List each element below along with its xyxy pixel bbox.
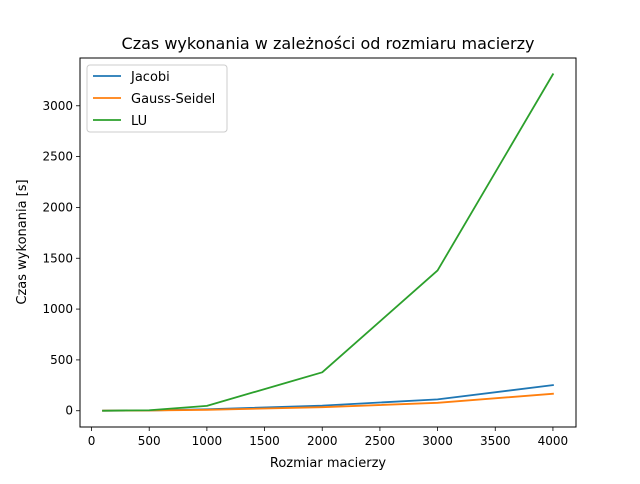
y-tick-label: 500 — [50, 353, 73, 367]
y-tick-label: 3000 — [42, 99, 73, 113]
legend-label: LU — [131, 114, 147, 129]
legend-box — [86, 64, 228, 133]
legend-label: Jacobi — [130, 70, 170, 85]
y-tick-label: 1500 — [42, 251, 73, 265]
legend-label: Gauss-Seidel — [131, 92, 215, 107]
x-axis-label: Rozmiar macierzy — [270, 456, 387, 471]
x-tick-label: 3500 — [480, 434, 511, 448]
y-tick-label: 1000 — [42, 302, 73, 316]
legend: Jacobi Gauss-Seidel LU — [86, 64, 228, 133]
ticks-layer: 0 500 1000 1500 2000 2500 3000 3500 4000 0 500 1000… — [42, 99, 568, 448]
x-tick-label: 500 — [138, 434, 161, 448]
x-tick-label: 1000 — [192, 434, 223, 448]
plot-frame — [79, 57, 577, 428]
y-tick-label: 0 — [65, 404, 73, 418]
chart-title: Czas wykonania w zależności od rozmiaru … — [122, 34, 535, 53]
y-axis-label: Czas wykonania [s] — [15, 179, 30, 304]
y-tick-label: 2000 — [42, 200, 73, 214]
x-tick-label: 0 — [88, 434, 96, 448]
x-tick-label: 3000 — [422, 434, 453, 448]
x-tick-label: 2500 — [365, 434, 396, 448]
x-tick-label: 1500 — [249, 434, 280, 448]
x-tick-label: 4000 — [538, 434, 569, 448]
y-tick-label: 2500 — [42, 150, 73, 164]
series-layer — [102, 73, 555, 412]
series-line-lu — [102, 73, 555, 412]
x-tick-label: 2000 — [307, 434, 338, 448]
